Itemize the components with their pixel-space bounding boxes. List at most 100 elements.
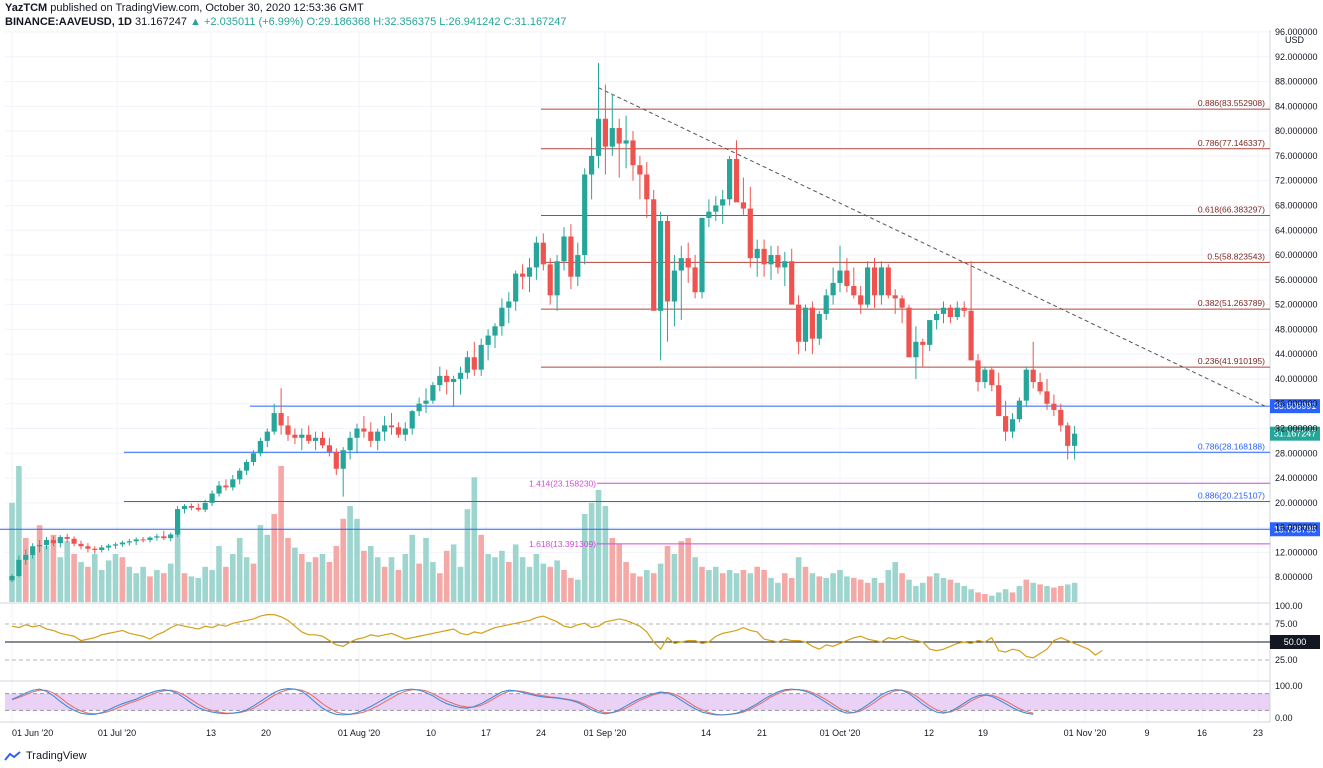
candle-body [747, 208, 753, 259]
price-axis-tick: 44.000000 [1275, 349, 1318, 359]
candle-body [319, 437, 326, 446]
change-text: ▲ +2.035011 (+6.99%) [190, 16, 304, 28]
volume-bar [29, 554, 36, 602]
price-axis-tick: 96.000000 [1275, 27, 1318, 37]
price-axis-tick: 84.000000 [1275, 101, 1318, 111]
volume-bar [982, 594, 988, 602]
candle-body [285, 425, 291, 435]
candle-body [106, 545, 112, 548]
rsi-level-box [1270, 635, 1320, 649]
fib-level-label: 0.886(20.215107) [1198, 491, 1265, 501]
price-axis-tick: 28.000000 [1275, 448, 1318, 458]
volume-bar [719, 573, 726, 602]
time-axis-tick: 01 Sep '20 [584, 728, 627, 738]
candle-body [1072, 433, 1078, 446]
candle-body [278, 413, 284, 426]
fib-level-label: 0.618(66.383297) [1198, 204, 1265, 214]
candle-body [340, 450, 346, 469]
volume-bar [312, 557, 319, 602]
time-axis-tick: 16 [1197, 728, 1207, 738]
fib-level-label: 0.786(77.146337) [1198, 138, 1265, 148]
candle-body [292, 434, 298, 438]
candle-body [947, 307, 953, 317]
volume-bar [437, 573, 443, 602]
price-axis-tick: 88.000000 [1275, 77, 1318, 87]
candle-body [520, 273, 526, 277]
candle-body [99, 547, 105, 550]
candle-body [271, 413, 277, 432]
candle-body [395, 427, 401, 435]
candle-body [664, 220, 671, 302]
volume-bar [581, 514, 588, 602]
symbol-label[interactable]: BINANCE:AAVEUSD, 1D [5, 16, 132, 28]
price-axis-tick: 32.000000 [1275, 424, 1318, 434]
price-label-box [1270, 522, 1320, 537]
volume-bar [713, 566, 719, 602]
candle-body [57, 536, 63, 544]
candle-body [609, 128, 615, 147]
volume-bar [630, 573, 636, 602]
volume-bar [16, 466, 22, 602]
candle-body [9, 575, 15, 581]
volume-bar [657, 563, 664, 602]
volume-bar [664, 546, 671, 602]
price-axis-tick: 60.000000 [1275, 250, 1318, 260]
candle-body [761, 248, 767, 265]
candle-body [195, 507, 201, 510]
volume-bar [23, 538, 29, 602]
volume-bar [1064, 584, 1071, 602]
candle-body [237, 470, 243, 480]
tradingview-logo[interactable]: TradingView [4, 750, 87, 762]
candle-body [892, 295, 898, 299]
author-name[interactable]: YazTCM [5, 2, 48, 14]
candle-body [354, 428, 360, 438]
volume-bar [236, 538, 243, 602]
candle-body [264, 431, 270, 441]
time-axis-tick: 24 [536, 728, 546, 738]
price-axis-tick: 20.000000 [1275, 498, 1318, 508]
volume-bar [892, 562, 898, 602]
volume-bar [699, 566, 705, 602]
candle-body [837, 270, 843, 283]
volume-bar [112, 554, 119, 602]
price-axis-tick: 36.000000 [1275, 399, 1318, 409]
ohlc-legend: BINANCE:AAVEUSD, 1D 31.167247 ▲ +2.03501… [5, 16, 567, 28]
volume-bar [844, 576, 850, 602]
price-label-text: 35.606991 [1274, 401, 1317, 411]
last-price-text: 31.167247 [1274, 429, 1317, 439]
volume-bar [968, 589, 974, 602]
candle-body [561, 236, 567, 262]
time-axis-tick: 01 Aug '20 [338, 728, 380, 738]
volume-bar [823, 578, 829, 602]
volume-bar [492, 557, 498, 602]
candle-body [927, 320, 933, 345]
fib-level-label: 1.618(13.391309) [529, 539, 596, 549]
volume-bar [857, 579, 864, 602]
candle-body [409, 411, 415, 429]
candle-body [996, 385, 1002, 417]
volume-bar [906, 579, 912, 602]
volume-bar [1071, 582, 1078, 602]
time-axis-tick: 13 [206, 728, 216, 738]
candle-body [540, 242, 546, 265]
volume-bar [243, 557, 250, 602]
fib-level-label: 0.382(51.263789) [1198, 298, 1265, 308]
volume-bar [374, 557, 381, 602]
candle-body [554, 261, 560, 296]
candle-body [858, 295, 864, 305]
candle-body [161, 536, 167, 539]
volume-bar [637, 576, 643, 602]
candle-body [796, 304, 802, 342]
volume-bar [271, 514, 277, 602]
volume-bar [671, 554, 678, 602]
candle-body [471, 357, 477, 370]
volume-bar [1016, 586, 1023, 602]
volume-bar [588, 502, 595, 602]
volume-bar [809, 573, 816, 602]
volume-bar [319, 554, 326, 602]
volume-bar [188, 576, 195, 602]
candle-body [43, 540, 50, 545]
price-axis-tick: 8.000000 [1275, 572, 1313, 582]
time-axis-tick: 9 [1144, 728, 1149, 738]
